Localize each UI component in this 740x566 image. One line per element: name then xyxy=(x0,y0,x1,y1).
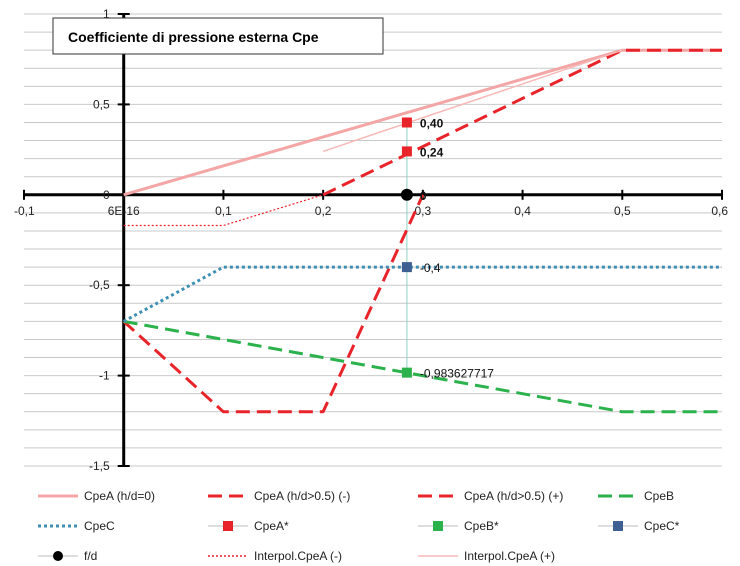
y-tick-label: 0 xyxy=(103,188,110,202)
legend-swatch-marker xyxy=(613,521,623,531)
x-tick-label: 0,2 xyxy=(315,204,332,218)
marker-f-d xyxy=(400,188,413,201)
series-group xyxy=(122,48,722,414)
legend-item-interpol-cpea: Interpol.CpeA (+) xyxy=(418,549,555,563)
legend-item-cpeb: CpeB* xyxy=(418,519,499,533)
marker-cpea xyxy=(401,117,412,128)
data-labels: 0,40 0,24 -0,983627717 -0,4 0 xyxy=(420,116,494,380)
data-label-f-d: 0 xyxy=(420,189,427,203)
legend-label: CpeA* xyxy=(254,519,289,533)
legend: CpeA (h/d=0) CpeA (h/d>0.5) (-) CpeA (h/d>… xyxy=(38,489,680,563)
x-tick-label: 0,3 xyxy=(415,204,432,218)
x-tick-label: 0,5 xyxy=(614,204,631,218)
marker-cpec xyxy=(401,262,412,273)
legend-label: Interpol.CpeA (+) xyxy=(464,549,555,563)
data-label-cpec: -0,4 xyxy=(420,261,441,275)
y-tick-label: 0,5 xyxy=(93,97,110,111)
legend-label: CpeC xyxy=(84,519,115,533)
marker-cpea xyxy=(401,146,412,157)
legend-item-interpol-cpea: Interpol.CpeA (-) xyxy=(208,549,342,563)
data-label-cpeb: -0,983627717 xyxy=(420,367,494,381)
legend-label: Interpol.CpeA (-) xyxy=(254,549,342,563)
legend-item-cpea-h-d-0: CpeA (h/d=0) xyxy=(38,489,155,503)
legend-swatch-marker xyxy=(53,551,63,561)
legend-label: CpeB* xyxy=(464,519,499,533)
tick-labels: -0,1 6E-16 0,1 0,2 0,3 0,4 0,5 0,6 1 0,5 0 -0,5 -1 -1… xyxy=(14,7,728,473)
series-line-cpeb xyxy=(123,319,722,414)
x-tick-label: 0,6 xyxy=(711,204,728,218)
legend-item-cpec: CpeC xyxy=(38,519,115,533)
title-box-frame xyxy=(52,17,384,55)
y-tick-label: 1 xyxy=(103,7,110,21)
legend-item-cpec: CpeC* xyxy=(598,519,680,533)
x-tick-label: 6E-16 xyxy=(108,204,140,218)
chart-title-box: Coefficiente di pressione esterna Cpe xyxy=(52,17,384,55)
legend-item-cpea-h-d-0-5: CpeA (h/d>0.5) (+) xyxy=(418,489,563,503)
legend-label: CpeB xyxy=(644,489,674,503)
legend-swatch-marker xyxy=(223,521,233,531)
legend-label: CpeA (h/d=0) xyxy=(84,489,155,503)
x-tick-label: 0,1 xyxy=(215,204,232,218)
legend-label: CpeA (h/d>0.5) (+) xyxy=(464,489,563,503)
legend-label: CpeA (h/d>0.5) (-) xyxy=(254,489,350,503)
series-line-cpea-h-d-0-5 xyxy=(122,194,425,414)
legend-item-cpeb: CpeB xyxy=(598,489,674,503)
chart-title: Coefficiente di pressione esterna Cpe xyxy=(68,29,319,45)
series-line-cpea-h-d-0-5 xyxy=(322,48,722,197)
series-line-interpol-cpea xyxy=(123,194,324,227)
data-label-cpea: 0,40 xyxy=(420,116,444,130)
legend-swatch-marker xyxy=(433,521,443,531)
series-line-interpol-cpea xyxy=(322,49,623,153)
legend-item-cpea: CpeA* xyxy=(208,519,289,533)
legend-label: f/d xyxy=(84,549,97,563)
legend-item-f-d: f/d xyxy=(38,549,97,563)
y-tick-label: -0,5 xyxy=(89,278,110,292)
series-line-cpec xyxy=(122,265,722,323)
x-tick-label: -0,1 xyxy=(14,204,35,218)
y-tick-label: -1 xyxy=(99,369,110,383)
legend-label: CpeC* xyxy=(644,519,680,533)
marker-cpeb xyxy=(401,367,412,378)
y-tick-label: -1,5 xyxy=(89,459,110,473)
x-tick-label: 0,4 xyxy=(514,204,531,218)
data-label-cpea: 0,24 xyxy=(420,145,444,159)
legend-item-cpea-h-d-0-5: CpeA (h/d>0.5) (-) xyxy=(208,489,350,503)
